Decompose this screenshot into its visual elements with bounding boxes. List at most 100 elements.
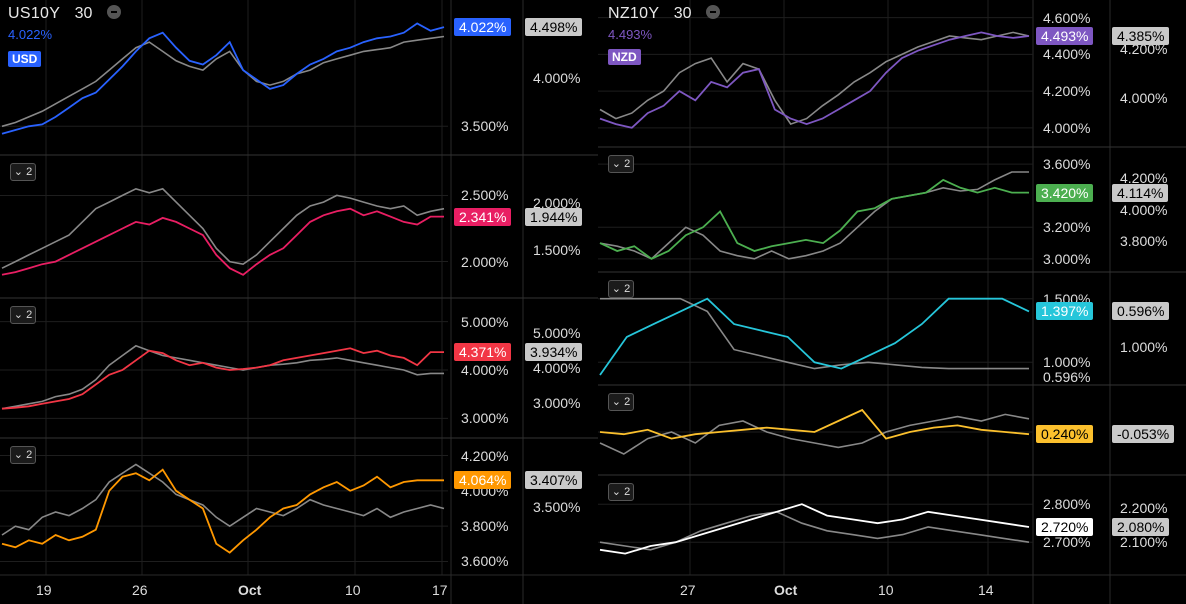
timeframe-label[interactable]: 30 — [74, 5, 93, 22]
us10y-plot-area[interactable] — [0, 0, 598, 604]
y-axis-tick: 3.000% — [461, 410, 509, 427]
pane-collapse-button[interactable]: ⌄ 2 — [10, 306, 36, 324]
collapse-icon[interactable] — [106, 5, 121, 19]
y-axis-tick: 4.000% — [1043, 119, 1091, 136]
compare-axis-tick: 1.500% — [533, 242, 581, 259]
compare-price-label: 3.934% — [525, 343, 583, 362]
compare-price-label: 4.385% — [1112, 27, 1170, 46]
y-axis-tick: 4.200% — [1043, 83, 1091, 100]
price-label: 4.022% — [454, 18, 512, 37]
y-axis-tick: 3.000% — [1043, 250, 1091, 267]
compare-axis-tick: 3.000% — [533, 395, 581, 411]
x-axis-tick: Oct — [238, 582, 262, 598]
y-axis-tick: 2.000% — [461, 253, 509, 270]
currency-badge: USD — [8, 51, 42, 67]
nz10y-chart-panel[interactable]: NZ10Y 30 4.493% NZD — [598, 0, 1186, 604]
compare-series-line — [1, 344, 444, 410]
main-series-line — [1, 22, 445, 135]
compare-series-line — [599, 413, 1030, 455]
us10y-chart-panel[interactable]: US10Y 30 4.022% USD — [0, 0, 598, 604]
main-series-line — [1, 207, 444, 276]
main-series-line — [599, 503, 1030, 555]
compare-axis-tick: 3.800% — [1120, 232, 1168, 249]
compare-axis-tick: 1.000% — [1120, 339, 1168, 356]
last-value-text: 4.022% — [8, 27, 53, 42]
compare-axis-tick: 5.000% — [533, 325, 581, 341]
us10y-header: US10Y 30 — [8, 5, 121, 23]
pane-collapse-button[interactable]: ⌄ 2 — [608, 393, 634, 411]
price-label: 4.371% — [454, 343, 512, 362]
last-value-text: 4.493% — [608, 27, 653, 42]
y-axis-tick: 4.600% — [1043, 9, 1091, 26]
main-series-line — [599, 297, 1030, 376]
pane-collapse-button[interactable]: ⌄ 2 — [608, 280, 634, 298]
compare-axis-tick: 4.000% — [1120, 201, 1168, 218]
main-series-line — [599, 31, 1030, 129]
symbol-title[interactable]: NZ10Y — [608, 5, 660, 22]
y-axis-tick: 1.000% — [1043, 354, 1091, 371]
compare-series-line — [1, 463, 445, 536]
price-label: 3.420% — [1036, 183, 1094, 202]
price-label: 1.397% — [1036, 302, 1094, 321]
price-label: 0.240% — [1036, 425, 1094, 444]
x-axis-tick: 17 — [432, 582, 448, 598]
timeframe-label[interactable]: 30 — [673, 5, 692, 22]
y-axis-tick: 3.500% — [461, 118, 509, 135]
y-axis-tick: 3.600% — [461, 553, 509, 570]
collapse-icon[interactable] — [706, 5, 720, 19]
compare-price-label: 1.944% — [525, 207, 583, 226]
compare-series-line — [1, 35, 445, 128]
x-axis-tick: 14 — [978, 582, 994, 598]
y-axis-tick: 4.000% — [461, 362, 509, 378]
main-series-line — [599, 178, 1029, 260]
y-axis-tick: 5.000% — [461, 313, 509, 330]
compare-axis-tick: 4.000% — [533, 360, 581, 376]
y-axis-tick: 0.596% — [1043, 369, 1091, 385]
y-axis-tick: 4.400% — [1043, 46, 1091, 63]
compare-axis-tick: 2.000% — [533, 194, 581, 211]
x-axis-tick: 26 — [132, 582, 148, 598]
compare-price-label: 2.080% — [1112, 518, 1170, 536]
compare-price-label: -0.053% — [1112, 425, 1175, 444]
x-axis-tick: 19 — [36, 582, 52, 598]
compare-price-label: 4.498% — [525, 18, 583, 37]
currency-badge: NZD — [608, 49, 641, 65]
pane-collapse-button[interactable]: ⌄ 2 — [10, 163, 36, 181]
compare-series-line — [1, 187, 445, 269]
compare-axis-tick: 4.200% — [1120, 170, 1168, 187]
nz10y-plot-area[interactable] — [598, 0, 1186, 604]
y-axis-tick: 3.600% — [1043, 156, 1091, 173]
x-axis-tick: 10 — [345, 582, 361, 598]
y-axis-tick: 2.500% — [461, 187, 509, 204]
pane-collapse-button[interactable]: ⌄ 2 — [10, 446, 36, 464]
compare-price-label: 0.596% — [1112, 302, 1170, 321]
x-axis-tick: 10 — [878, 582, 894, 598]
y-axis-tick: 2.700% — [1043, 534, 1091, 551]
y-axis-tick: 2.800% — [1043, 496, 1091, 513]
price-label: 4.064% — [454, 471, 512, 490]
compare-axis-tick: 4.000% — [1120, 90, 1168, 106]
compare-series-line — [599, 31, 1030, 126]
compare-series-line — [599, 171, 1029, 260]
price-label: 4.493% — [1036, 27, 1094, 46]
compare-axis-tick: 2.100% — [1120, 533, 1168, 550]
compare-price-label: 4.114% — [1112, 183, 1169, 202]
y-axis-tick: 4.200% — [461, 447, 509, 464]
compare-axis-tick: 4.000% — [533, 69, 581, 86]
price-label: 2.341% — [454, 207, 512, 226]
pane-collapse-button[interactable]: ⌄ 2 — [608, 483, 634, 501]
price-label: 2.720% — [1036, 518, 1094, 536]
compare-axis-tick: 3.500% — [533, 498, 581, 515]
y-axis-tick: 3.800% — [461, 518, 509, 535]
main-series-line — [599, 408, 1030, 440]
compare-series-line — [600, 297, 1029, 370]
compare-price-label: 3.407% — [525, 471, 583, 490]
y-axis-tick: 3.200% — [1043, 219, 1091, 236]
symbol-title[interactable]: US10Y — [8, 5, 61, 22]
main-series-line — [1, 468, 444, 554]
nz10y-header: NZ10Y 30 — [608, 5, 720, 23]
main-series-line — [1, 347, 444, 410]
x-axis-tick: 27 — [680, 582, 696, 598]
x-axis-tick: Oct — [774, 582, 798, 598]
pane-collapse-button[interactable]: ⌄ 2 — [608, 155, 634, 173]
